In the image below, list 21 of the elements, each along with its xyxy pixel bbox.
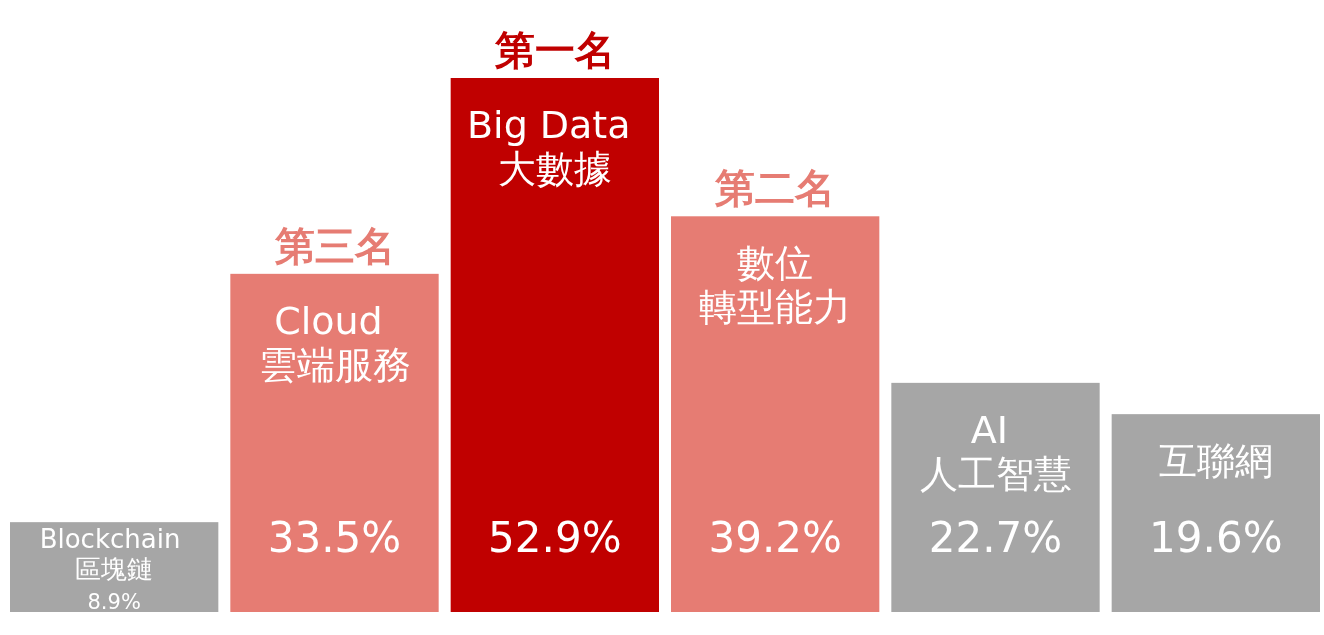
- data-label: 22.7%: [928, 513, 1063, 562]
- bar: 互聯網 19.6%: [1111, 414, 1320, 612]
- data-label: 39.2%: [708, 513, 842, 562]
- x-tick-label: Blockchain 區塊鏈: [39, 524, 189, 585]
- x-tick-label: Cloud 雲端服務: [258, 298, 411, 387]
- data-label: 52.9%: [488, 513, 622, 562]
- annotation: 第三名: [273, 222, 395, 269]
- bar: AI 人工智慧 22.7%: [891, 382, 1100, 612]
- data-label: 19.6%: [1149, 513, 1283, 562]
- data-label: 8.9%: [87, 590, 141, 614]
- bar: Blockchain 區塊鏈 8.9%: [10, 522, 219, 614]
- x-tick-label: 互聯網: [1158, 439, 1273, 484]
- x-tick-label: AI 人工智慧: [919, 407, 1072, 496]
- annotation: 第一名: [493, 27, 615, 73]
- x-tick-label: Big Data 大數據: [467, 103, 643, 191]
- x-tick-label: 數位轉型能力: [699, 241, 852, 329]
- bar: 數位轉型能力 39.2%: [671, 216, 880, 612]
- bar: Big Data 大數據 52.9%: [450, 78, 659, 612]
- annotation: 第二名: [714, 165, 836, 212]
- data-label: 33.5%: [267, 513, 402, 562]
- bar: Cloud 雲端服務 33.5%: [230, 273, 439, 612]
